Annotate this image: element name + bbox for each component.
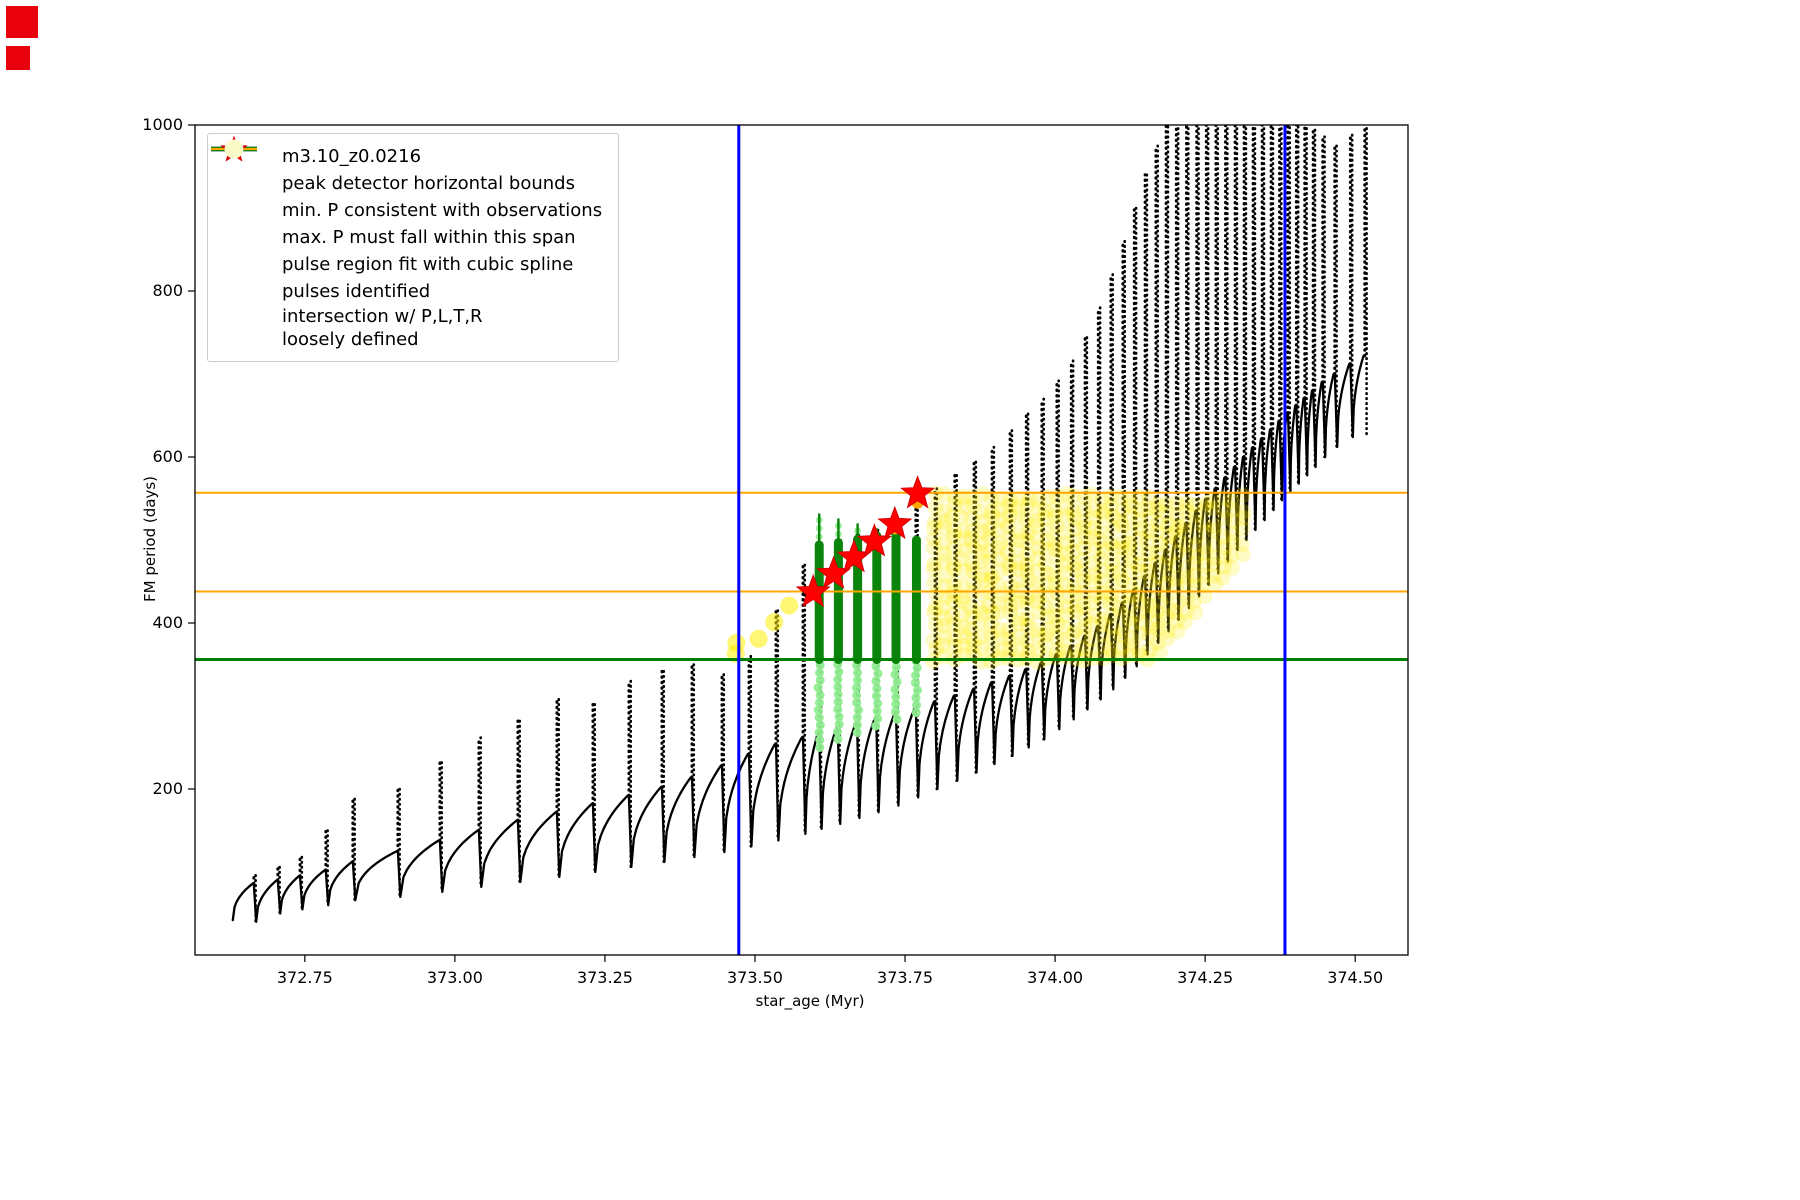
pulse-star-marker (877, 505, 913, 540)
y-tick-label: 1000 (142, 115, 183, 134)
legend-label: peak detector horizontal bounds (282, 173, 575, 195)
x-tick-label: 372.75 (277, 968, 333, 987)
x-tick-label: 374.25 (1177, 968, 1233, 987)
corner-marker-icon (6, 6, 38, 38)
legend-label: pulse region fit with cubic spline (282, 254, 574, 276)
pulse-star-marker (795, 573, 831, 608)
legend-label: max. P must fall within this span (282, 227, 576, 249)
legend-label: pulses identified (282, 281, 431, 303)
legend-item: pulse region fit with cubic spline (220, 144, 602, 279)
x-tick-label: 374.00 (1027, 968, 1083, 987)
x-tick-label: 373.50 (727, 968, 783, 987)
legend-label: intersection w/ P,L,T,R loosely defined (282, 306, 483, 350)
guide-lines (195, 125, 1408, 955)
y-tick-label: 600 (152, 447, 183, 466)
x-tick-label: 374.50 (1327, 968, 1383, 987)
legend-item: min. P consistent with observations (211, 146, 603, 225)
legend-label: min. P consistent with observations (282, 200, 603, 222)
legend-item: peak detector horizontal bounds (211, 146, 602, 198)
legend-item: max. P must fall within this span (211, 147, 602, 252)
x-tick-label: 373.75 (877, 968, 933, 987)
legend-item: pulses identified (220, 135, 602, 306)
legend-item: m3.10_z0.0216 (211, 144, 602, 171)
pulse-stars (795, 475, 936, 608)
x-tick-label: 373.25 (577, 968, 633, 987)
intersection-markers (726, 485, 1252, 671)
legend-item: intersection w/ P,L,T,R loosely defined (220, 139, 602, 351)
x-tick-label: 373.00 (427, 968, 483, 987)
main-series (231, 125, 1368, 924)
legend-label: m3.10_z0.0216 (282, 146, 422, 168)
y-axis-label: FM period (days) (141, 476, 159, 602)
y-tick-label: 400 (152, 613, 183, 632)
x-axis-label: star_age (Myr) (755, 992, 865, 1010)
pulse-star-marker (900, 475, 936, 509)
corner-marker-small-icon (6, 46, 30, 70)
plot-frame (194, 124, 1409, 956)
y-tick-label: 200 (152, 779, 183, 798)
y-tick-label: 800 (152, 281, 183, 300)
